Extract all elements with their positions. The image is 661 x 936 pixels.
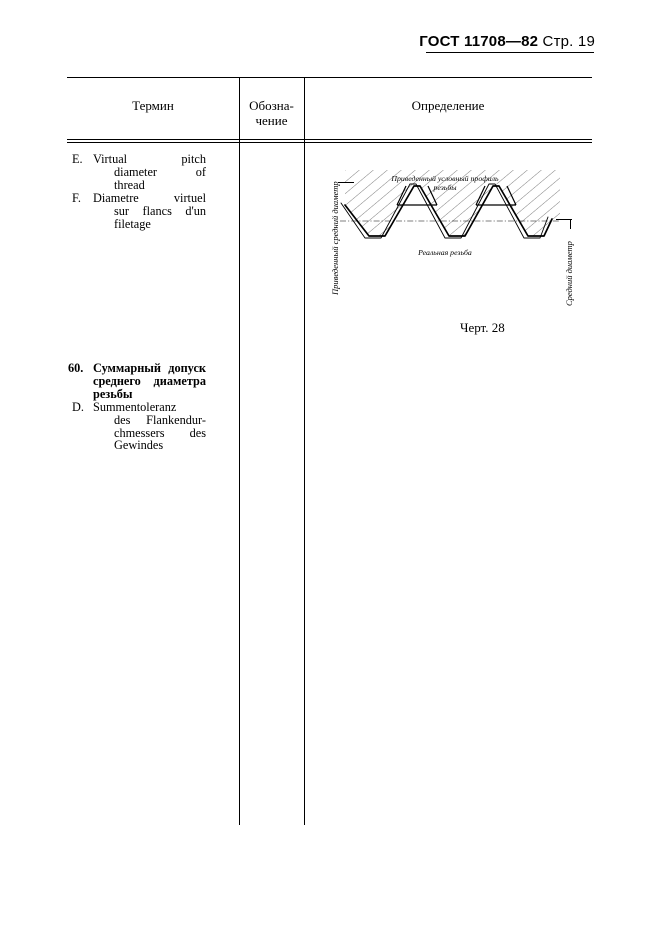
svg-text:резьбы: резьбы bbox=[432, 183, 456, 192]
svg-text:Реальная резьба: Реальная резьба bbox=[417, 248, 472, 257]
svg-text:Приведенный условный профиль: Приведенный условный профиль bbox=[390, 174, 499, 183]
